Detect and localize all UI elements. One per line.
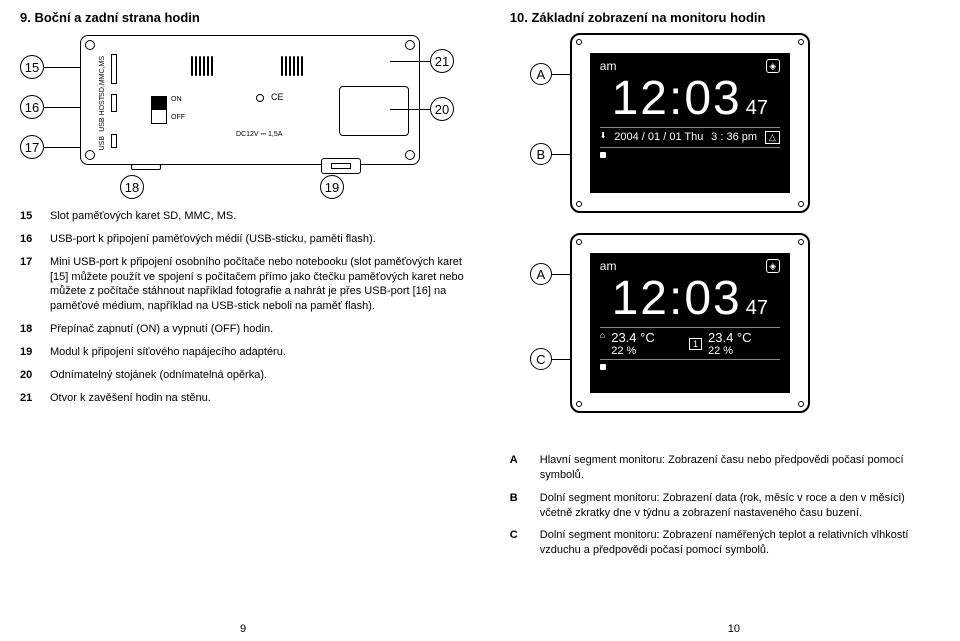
callout-19: 19	[320, 175, 344, 199]
temp2-c: 23.4 °C	[708, 330, 780, 345]
desc-19: Modul k připojení síťového napájecího ad…	[50, 345, 470, 360]
desc-18: Přepínač zapnutí (ON) a vypnutí (OFF) ho…	[50, 322, 470, 337]
callout-17: 17	[20, 135, 44, 159]
callout-15: 15	[20, 55, 44, 79]
desc-C: Dolní segment monitoru: Zobrazení naměře…	[540, 528, 940, 558]
alarm-time: 3 : 36 pm	[711, 131, 757, 144]
callout-20: 20	[430, 97, 454, 121]
temp1-h: 22 %	[611, 345, 683, 357]
back-panel-diagram: 15 16 17 SD,MMC,MS USB HOST USB ON OFF	[20, 35, 470, 195]
desc-B: Dolní segment monitoru: Zobrazení data (…	[540, 491, 940, 521]
indicator-dot	[600, 152, 606, 158]
house-icon: ⌂	[600, 330, 605, 357]
callout-16: 16	[20, 95, 44, 119]
letter-C: C	[530, 348, 552, 370]
indicator-dot-2	[600, 364, 606, 370]
time-hhmm: 12:03	[612, 75, 742, 123]
signal-icon: ◈	[766, 59, 780, 73]
letter-B: B	[530, 143, 552, 165]
date-text: 2004 / 01 / 01 Thu	[614, 131, 703, 144]
label-dc: DC12V ⎓ 1,5A	[236, 131, 282, 139]
page-number-left: 9	[240, 623, 246, 635]
section-9-title: 9. Boční a zadní strana hodin	[20, 10, 470, 25]
desc-20: Odnímatelný stojánek (odnímatelná opěrka…	[50, 368, 470, 383]
display-unit-2: am ◈ 12:03 47 ⌂ 23.4 °C 22 % 1	[570, 233, 810, 413]
label-sd: SD,MMC,MS	[99, 56, 106, 97]
time-ss-2: 47	[746, 297, 768, 320]
page-number-right: 10	[728, 623, 740, 635]
ampm-label-2: am	[600, 259, 617, 273]
section-10-title: 10. Základní zobrazení na monitoru hodin	[510, 10, 940, 25]
desc-15: Slot paměťových karet SD, MMC, MS.	[50, 209, 470, 224]
label-usb: USB	[99, 136, 106, 150]
time-ss: 47	[746, 97, 768, 120]
callout-21: 21	[430, 49, 454, 73]
alarm-icon: △	[765, 131, 780, 144]
label-off: OFF	[171, 114, 185, 121]
desc-A: Hlavní segment monitoru: Zobrazení času …	[540, 453, 940, 483]
temp2-h: 22 %	[708, 345, 780, 357]
letter-A-2: A	[530, 263, 552, 285]
label-usbhost: USB HOST	[99, 96, 106, 132]
letter-A-1: A	[530, 63, 552, 85]
right-description-list: AHlavní segment monitoru: Zobrazení času…	[510, 453, 940, 558]
label-on: ON	[171, 96, 182, 103]
time-hhmm-2: 12:03	[612, 275, 742, 323]
desc-16: USB-port k připojení paměťových médií (U…	[50, 232, 470, 247]
desc-17: Mini USB-port k připojení osobního počít…	[50, 255, 470, 314]
temp1-c: 23.4 °C	[611, 330, 683, 345]
signal-icon-2: ◈	[766, 259, 780, 273]
display-unit-1: am ◈ 12:03 47 ⬇ 2004 / 01 / 01 Thu 3 : 3…	[570, 33, 810, 213]
channel-badge: 1	[689, 338, 702, 350]
left-description-list: 15Slot paměťových karet SD, MMC, MS. 16U…	[20, 209, 470, 405]
callout-18: 18	[120, 175, 144, 199]
desc-21: Otvor k zavěšení hodin na stěnu.	[50, 391, 470, 406]
ampm-label: am	[600, 59, 617, 73]
